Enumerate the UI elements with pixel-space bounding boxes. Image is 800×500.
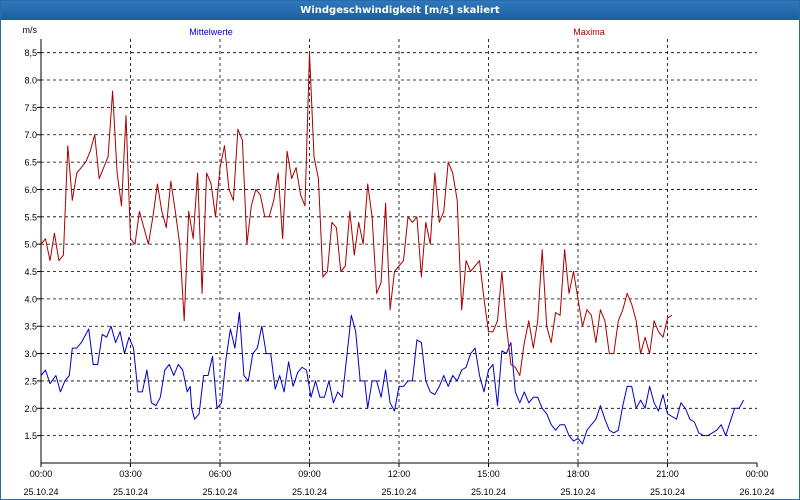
y-tick-label: 3.0 <box>24 349 37 359</box>
x-tick-date: 25.10.24 <box>471 487 506 497</box>
y-tick-label: 8,5 <box>24 48 37 58</box>
legend: Mittelwerte Maxima <box>189 27 605 37</box>
y-tick-label: 4.5 <box>24 267 37 277</box>
y-tick-label: 7.0 <box>24 130 37 140</box>
y-tick-label: 6.5 <box>24 158 37 168</box>
x-tick-date: 25.10.24 <box>113 487 148 497</box>
y-tick-label: 4.0 <box>24 294 37 304</box>
series-line-maxima <box>40 52 673 376</box>
x-tick-date: 25.10.24 <box>202 487 237 497</box>
y-tick-label: 1.5 <box>24 431 37 441</box>
x-tick-time: 21:00 <box>656 469 679 479</box>
y-tick-label: 6.0 <box>24 185 37 195</box>
y-tick-label: 5.0 <box>24 240 37 250</box>
x-tick-date: 26.10.24 <box>739 487 774 497</box>
x-tick-time: 06:00 <box>209 469 232 479</box>
ticks: 1.5 2.0 2.5 3.0 3.5 4.0 4.5 5.0 5.5 6.0 6.5 7.0 7.5 8… <box>23 48 774 497</box>
y-tick-label: 7.5 <box>24 103 37 113</box>
x-tick-time: 00:00 <box>746 469 769 479</box>
grid <box>41 39 757 463</box>
y-tick-label: 2.5 <box>24 376 37 386</box>
x-tick-date: 25.10.24 <box>292 487 327 497</box>
x-tick-time: 18:00 <box>567 469 590 479</box>
x-tick-date: 25.10.24 <box>650 487 685 497</box>
window-title: Windgeschwindigkeit [m/s] skaliert <box>1 1 799 20</box>
legend-entry: Mittelwerte <box>189 27 233 37</box>
wind-speed-chart: m/s 1.5 2.0 2.5 3.0 3.5 4.0 4.5 5.0 5.5 6.0 6.5 7.0… <box>23 25 775 497</box>
x-tick-date: 25.10.24 <box>381 487 416 497</box>
y-axis-label: m/s <box>23 25 38 35</box>
y-tick-label: 5.5 <box>24 212 37 222</box>
x-tick-date: 25.10.24 <box>23 487 58 497</box>
x-tick-time: 03:00 <box>119 469 142 479</box>
x-tick-time: 12:00 <box>388 469 411 479</box>
y-tick-label: 2.0 <box>24 404 37 414</box>
x-tick-time: 00:00 <box>30 469 53 479</box>
x-tick-date: 25.10.24 <box>560 487 595 497</box>
series <box>40 52 745 445</box>
legend-entry: Maxima <box>573 27 605 37</box>
y-tick-label: 8.0 <box>24 76 37 86</box>
series-line-mittelwerte <box>40 312 745 445</box>
x-tick-time: 15:00 <box>477 469 500 479</box>
x-tick-time: 09:00 <box>298 469 321 479</box>
y-tick-label: 3.5 <box>24 322 37 332</box>
